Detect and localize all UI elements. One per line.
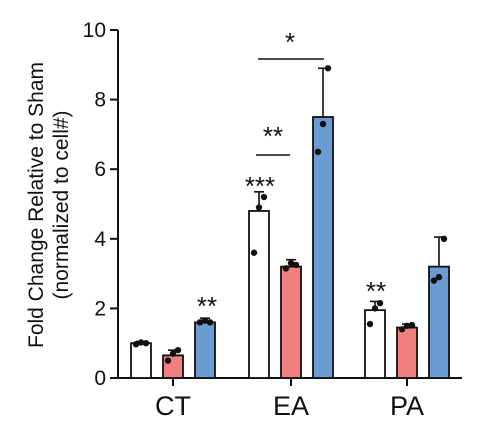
sig-pa-white: ** — [366, 276, 386, 306]
bar — [280, 265, 302, 379]
data-point — [292, 261, 300, 269]
sig-ea-white: *** — [245, 171, 275, 201]
data-point — [371, 305, 379, 312]
data-point — [132, 341, 140, 348]
data-point — [435, 273, 443, 281]
y-axis: 0 2 4 6 8 10 — [83, 19, 119, 390]
data-point — [196, 319, 204, 326]
y-tick-label: 10 — [83, 19, 106, 42]
y-tick-label: 0 — [94, 367, 106, 390]
data-point — [142, 340, 150, 347]
data-point — [324, 65, 332, 72]
data-point — [403, 322, 411, 329]
data-point — [430, 277, 438, 284]
y-tick-label: 2 — [94, 297, 106, 320]
bar — [396, 326, 418, 379]
data-point — [201, 317, 209, 324]
y-tick-label: 8 — [94, 89, 106, 112]
data-point — [314, 148, 322, 155]
y-tick-label: 4 — [94, 228, 106, 251]
data-point — [319, 120, 327, 128]
bar-groups — [130, 65, 450, 379]
y-axis-title-line2: (normalized to cell#) — [50, 110, 73, 299]
significance-annotations: ** *** ** * ** — [197, 27, 386, 321]
sig-ea-red-blue: ** — [263, 121, 283, 151]
data-point — [255, 204, 263, 211]
data-point — [174, 346, 182, 354]
data-point — [260, 193, 268, 201]
sig-ea-white-blue: * — [285, 27, 295, 57]
data-point — [250, 249, 258, 256]
data-point — [440, 235, 448, 242]
data-point — [287, 259, 295, 267]
bar — [194, 321, 216, 379]
bar — [312, 116, 334, 379]
x-category-label: EA — [273, 391, 309, 421]
y-axis-title: Fold Change Relative to Sham (normalized… — [25, 62, 73, 348]
data-point — [366, 320, 374, 328]
data-point — [137, 339, 145, 346]
x-axis: CT EA PA — [118, 377, 462, 421]
bar — [130, 342, 152, 379]
data-point — [206, 319, 214, 326]
y-axis-title-line1: Fold Change Relative to Sham — [25, 62, 48, 348]
bar — [248, 210, 270, 379]
x-category-label: PA — [390, 391, 424, 421]
y-tick-label: 6 — [94, 158, 106, 181]
bar — [364, 309, 386, 379]
data-point — [164, 357, 172, 364]
data-point — [408, 321, 416, 329]
sig-ct-blue: ** — [197, 291, 217, 321]
data-point — [169, 350, 177, 357]
data-point — [376, 299, 384, 307]
data-point — [398, 326, 406, 333]
data-point — [282, 265, 290, 272]
x-category-label: CT — [155, 391, 191, 421]
bar — [428, 265, 450, 379]
